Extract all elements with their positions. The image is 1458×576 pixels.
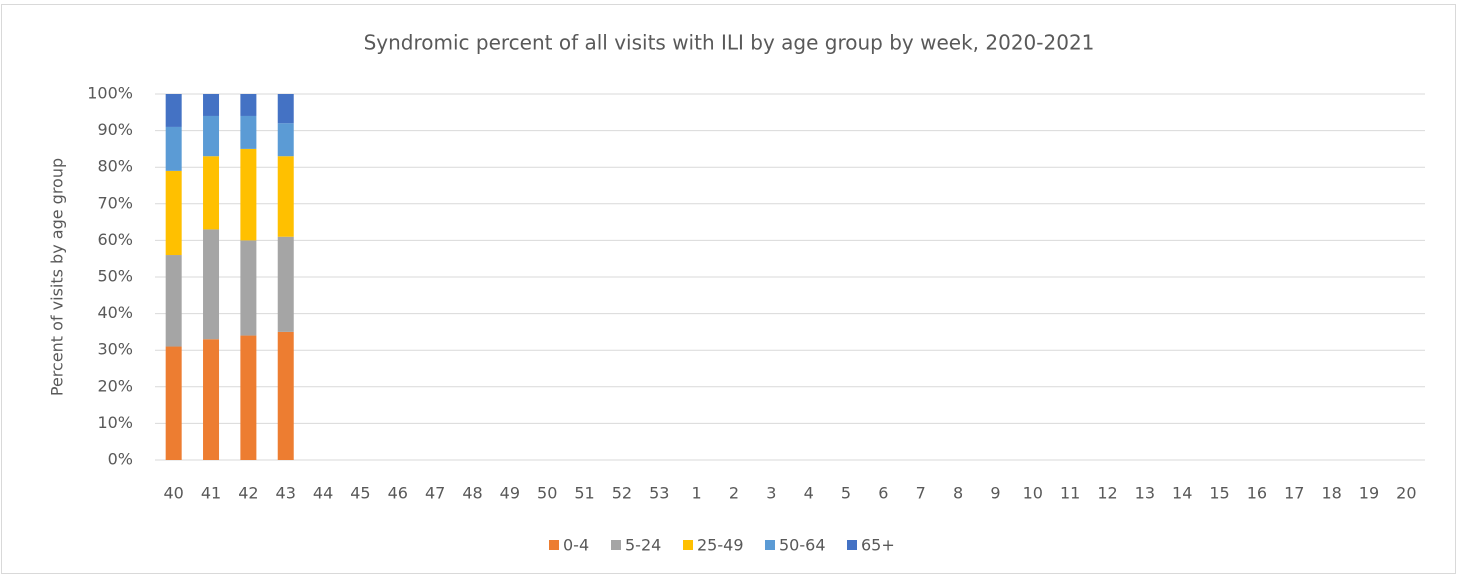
x-tick-label: 14 [1172, 484, 1192, 503]
x-tick-label: 46 [388, 484, 408, 503]
x-tick-label: 9 [990, 484, 1000, 503]
x-tick-label: 53 [649, 484, 669, 503]
y-tick-label: 80% [97, 157, 133, 176]
bar-segment [203, 339, 220, 460]
x-tick-label: 11 [1060, 484, 1080, 503]
bar-segment [203, 156, 220, 230]
x-tick-label: 42 [238, 484, 258, 503]
bar-segment [203, 229, 220, 340]
legend-label: 0-4 [563, 536, 589, 555]
x-tick-label: 13 [1135, 484, 1155, 503]
x-tick-label: 19 [1359, 484, 1379, 503]
bar-segment [203, 94, 220, 116]
y-tick-label: 100% [87, 84, 133, 103]
y-tick-label: 70% [97, 193, 133, 212]
y-tick-label: 30% [97, 340, 133, 359]
x-tick-label: 17 [1284, 484, 1304, 503]
legend-label: 25-49 [697, 536, 744, 555]
y-tick-label: 90% [97, 120, 133, 139]
y-tick-label: 0% [108, 450, 133, 469]
legend-swatch [765, 540, 775, 550]
bar-segment [277, 236, 294, 332]
bar-segment [240, 94, 257, 116]
bar-segment [165, 346, 182, 460]
x-tick-label: 40 [163, 484, 183, 503]
x-tick-label: 12 [1097, 484, 1117, 503]
legend-swatch [847, 540, 857, 550]
x-tick-label: 20 [1396, 484, 1416, 503]
x-tick-label: 50 [537, 484, 557, 503]
legend-label: 50-64 [779, 536, 826, 555]
y-tick-label: 60% [97, 230, 133, 249]
bar-segment [240, 335, 257, 460]
x-tick-label: 16 [1247, 484, 1267, 503]
x-tick-label: 7 [916, 484, 926, 503]
bar-segment [165, 126, 182, 171]
x-tick-label: 43 [276, 484, 296, 503]
x-tick-label: 41 [201, 484, 221, 503]
x-tick-label: 6 [878, 484, 888, 503]
x-tick-label: 52 [612, 484, 632, 503]
bar-segment [240, 240, 257, 336]
chart-title: Syndromic percent of all visits with ILI… [364, 31, 1095, 55]
y-tick-label: 20% [97, 376, 133, 395]
bar-segment [240, 115, 257, 149]
bar-segment [277, 94, 294, 124]
x-tick-label: 2 [729, 484, 739, 503]
x-tick-label: 47 [425, 484, 445, 503]
x-tick-label: 44 [313, 484, 333, 503]
x-tick-label: 5 [841, 484, 851, 503]
bar-segment [277, 156, 294, 237]
y-tick-label: 50% [97, 267, 133, 286]
x-tick-label: 15 [1209, 484, 1229, 503]
y-axis-label: Percent of visits by age group [48, 158, 67, 396]
x-tick-label: 3 [766, 484, 776, 503]
x-tick-label: 49 [500, 484, 520, 503]
legend-swatch [611, 540, 621, 550]
x-tick-label: 51 [574, 484, 594, 503]
bar-segment [277, 331, 294, 460]
x-tick-label: 4 [804, 484, 814, 503]
bar-segment [277, 123, 294, 157]
y-tick-label: 40% [97, 303, 133, 322]
x-tick-label: 18 [1321, 484, 1341, 503]
bar-segment [240, 148, 257, 241]
x-tick-label: 45 [350, 484, 370, 503]
bar-segment [165, 170, 182, 256]
x-tick-label: 10 [1023, 484, 1043, 503]
bar-segment [165, 255, 182, 347]
legend-label: 65+ [861, 536, 895, 555]
bar-segment [203, 115, 220, 157]
legend-label: 5-24 [625, 536, 661, 555]
legend-swatch [549, 540, 559, 550]
y-tick-label: 10% [97, 413, 133, 432]
x-tick-label: 8 [953, 484, 963, 503]
legend-swatch [683, 540, 693, 550]
x-tick-label: 48 [462, 484, 482, 503]
bar-segment [165, 94, 182, 127]
x-tick-label: 1 [692, 484, 702, 503]
